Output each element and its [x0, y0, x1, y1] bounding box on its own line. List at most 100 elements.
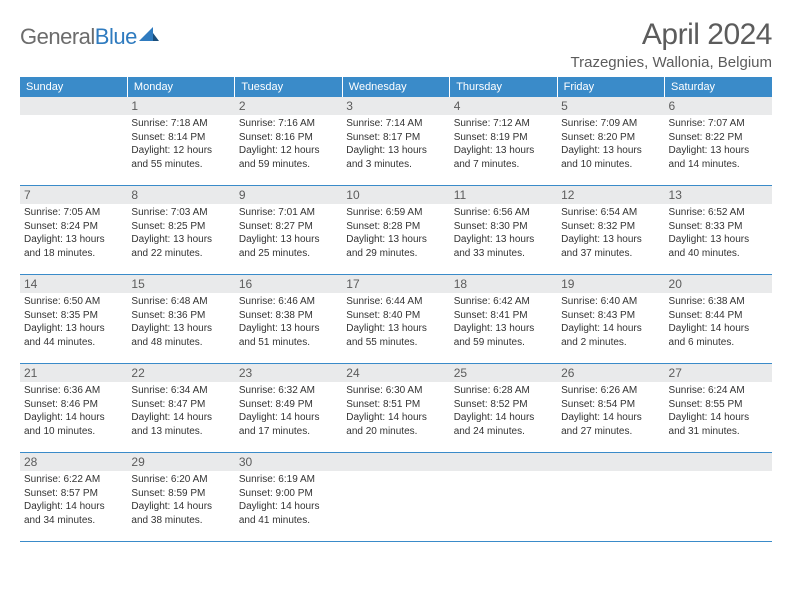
- location: Trazegnies, Wallonia, Belgium: [571, 54, 772, 71]
- weekday-header: Saturday: [665, 77, 772, 97]
- day-cell: 26Sunrise: 6:26 AMSunset: 8:54 PMDayligh…: [557, 364, 664, 453]
- day-body: Sunrise: 7:07 AMSunset: 8:22 PMDaylight:…: [669, 117, 768, 171]
- week-row: 21Sunrise: 6:36 AMSunset: 8:46 PMDayligh…: [20, 364, 772, 453]
- daylight-text: Daylight: 14 hours and 27 minutes.: [561, 411, 660, 438]
- day-cell: 7Sunrise: 7:05 AMSunset: 8:24 PMDaylight…: [20, 186, 127, 275]
- header: GeneralBlue April 2024 Trazegnies, Wallo…: [20, 18, 772, 71]
- day-cell: 13Sunrise: 6:52 AMSunset: 8:33 PMDayligh…: [665, 186, 772, 275]
- weekday-header: Sunday: [20, 77, 127, 97]
- sunset-text: Sunset: 8:55 PM: [669, 398, 768, 412]
- sunset-text: Sunset: 8:20 PM: [561, 131, 660, 145]
- sunset-text: Sunset: 8:14 PM: [131, 131, 230, 145]
- sunset-text: Sunset: 8:35 PM: [24, 309, 123, 323]
- day-number: 20: [665, 275, 772, 293]
- sunset-text: Sunset: 8:19 PM: [454, 131, 553, 145]
- week-row: 28Sunrise: 6:22 AMSunset: 8:57 PMDayligh…: [20, 453, 772, 542]
- day-number: 16: [235, 275, 342, 293]
- sunset-text: Sunset: 9:00 PM: [239, 487, 338, 501]
- day-cell: 8 Sunrise: 7:03 AMSunset: 8:25 PMDaylight…: [127, 186, 234, 275]
- day-number: 8: [127, 186, 234, 204]
- daylight-text: Daylight: 13 hours and 55 minutes.: [346, 322, 445, 349]
- day-number: 4: [450, 97, 557, 115]
- day-body: Sunrise: 6:28 AMSunset: 8:52 PMDaylight:…: [454, 384, 553, 438]
- day-body: Sunrise: 6:42 AMSunset: 8:41 PMDaylight:…: [454, 295, 553, 349]
- daylight-text: Daylight: 13 hours and 25 minutes.: [239, 233, 338, 260]
- sunrise-text: Sunrise: 6:40 AM: [561, 295, 660, 309]
- day-body: Sunrise: 6:32 AMSunset: 8:49 PMDaylight:…: [239, 384, 338, 438]
- sunset-text: Sunset: 8:52 PM: [454, 398, 553, 412]
- weekday-header-row: Sunday Monday Tuesday Wednesday Thursday…: [20, 77, 772, 97]
- day-cell: 9Sunrise: 7:01 AMSunset: 8:27 PMDaylight…: [235, 186, 342, 275]
- sunset-text: Sunset: 8:32 PM: [561, 220, 660, 234]
- sunrise-text: Sunrise: 6:46 AM: [239, 295, 338, 309]
- sunrise-text: Sunrise: 7:09 AM: [561, 117, 660, 131]
- sunset-text: Sunset: 8:59 PM: [131, 487, 230, 501]
- day-body: Sunrise: 6:24 AMSunset: 8:55 PMDaylight:…: [669, 384, 768, 438]
- day-number: 22: [127, 364, 234, 382]
- day-cell: 18Sunrise: 6:42 AMSunset: 8:41 PMDayligh…: [450, 275, 557, 364]
- daylight-text: Daylight: 14 hours and 24 minutes.: [454, 411, 553, 438]
- day-cell: 6Sunrise: 7:07 AMSunset: 8:22 PMDaylight…: [665, 97, 772, 186]
- sunrise-text: Sunrise: 7:05 AM: [24, 206, 123, 220]
- day-number-empty: [20, 97, 127, 115]
- sunrise-text: Sunrise: 6:36 AM: [24, 384, 123, 398]
- day-number-empty: [342, 453, 449, 471]
- day-body: Sunrise: 7:16 AMSunset: 8:16 PMDaylight:…: [239, 117, 338, 171]
- sunset-text: Sunset: 8:30 PM: [454, 220, 553, 234]
- sunrise-text: Sunrise: 6:54 AM: [561, 206, 660, 220]
- sunset-text: Sunset: 8:38 PM: [239, 309, 338, 323]
- logo-text-gray: General: [20, 24, 95, 50]
- sunset-text: Sunset: 8:17 PM: [346, 131, 445, 145]
- calendar-body: 1Sunrise: 7:18 AMSunset: 8:14 PMDaylight…: [20, 97, 772, 542]
- day-number: 25: [450, 364, 557, 382]
- day-number: 19: [557, 275, 664, 293]
- sunrise-text: Sunrise: 6:20 AM: [131, 473, 230, 487]
- daylight-text: Daylight: 13 hours and 51 minutes.: [239, 322, 338, 349]
- title-block: April 2024 Trazegnies, Wallonia, Belgium: [571, 18, 772, 71]
- sunrise-text: Sunrise: 7:03 AM: [131, 206, 230, 220]
- day-number: 17: [342, 275, 449, 293]
- daylight-text: Daylight: 14 hours and 6 minutes.: [669, 322, 768, 349]
- day-body: Sunrise: 7:03 AMSunset: 8:25 PMDaylight:…: [131, 206, 230, 260]
- week-row: 7Sunrise: 7:05 AMSunset: 8:24 PMDaylight…: [20, 186, 772, 275]
- sunset-text: Sunset: 8:28 PM: [346, 220, 445, 234]
- day-cell: 17Sunrise: 6:44 AMSunset: 8:40 PMDayligh…: [342, 275, 449, 364]
- day-cell: 4 Sunrise: 7:12 AMSunset: 8:19 PMDaylight…: [450, 97, 557, 186]
- day-body: Sunrise: 7:18 AMSunset: 8:14 PMDaylight:…: [131, 117, 230, 171]
- sunset-text: Sunset: 8:16 PM: [239, 131, 338, 145]
- weekday-header: Friday: [557, 77, 664, 97]
- weekday-header: Thursday: [450, 77, 557, 97]
- week-row: 1Sunrise: 7:18 AMSunset: 8:14 PMDaylight…: [20, 97, 772, 186]
- daylight-text: Daylight: 13 hours and 18 minutes.: [24, 233, 123, 260]
- day-cell: 12Sunrise: 6:54 AMSunset: 8:32 PMDayligh…: [557, 186, 664, 275]
- day-cell: 30Sunrise: 6:19 AMSunset: 9:00 PMDayligh…: [235, 453, 342, 542]
- daylight-text: Daylight: 14 hours and 34 minutes.: [24, 500, 123, 527]
- day-number: 11: [450, 186, 557, 204]
- day-cell: 10Sunrise: 6:59 AMSunset: 8:28 PMDayligh…: [342, 186, 449, 275]
- sunrise-text: Sunrise: 7:12 AM: [454, 117, 553, 131]
- daylight-text: Daylight: 13 hours and 44 minutes.: [24, 322, 123, 349]
- month-title: April 2024: [571, 18, 772, 52]
- sunrise-text: Sunrise: 6:28 AM: [454, 384, 553, 398]
- day-number: 15: [127, 275, 234, 293]
- daylight-text: Daylight: 12 hours and 59 minutes.: [239, 144, 338, 171]
- week-row: 14Sunrise: 6:50 AMSunset: 8:35 PMDayligh…: [20, 275, 772, 364]
- sunset-text: Sunset: 8:44 PM: [669, 309, 768, 323]
- day-number: 13: [665, 186, 772, 204]
- day-cell: 20Sunrise: 6:38 AMSunset: 8:44 PMDayligh…: [665, 275, 772, 364]
- daylight-text: Daylight: 14 hours and 41 minutes.: [239, 500, 338, 527]
- day-body: Sunrise: 6:54 AMSunset: 8:32 PMDaylight:…: [561, 206, 660, 260]
- day-number: 5: [557, 97, 664, 115]
- day-number: 28: [20, 453, 127, 471]
- day-body: Sunrise: 6:59 AMSunset: 8:28 PMDaylight:…: [346, 206, 445, 260]
- sunrise-text: Sunrise: 6:44 AM: [346, 295, 445, 309]
- sunrise-text: Sunrise: 6:52 AM: [669, 206, 768, 220]
- day-cell: 16 Sunrise: 6:46 AMSunset: 8:38 PMDayligh…: [235, 275, 342, 364]
- sunset-text: Sunset: 8:33 PM: [669, 220, 768, 234]
- day-body: Sunrise: 7:12 AMSunset: 8:19 PMDaylight:…: [454, 117, 553, 171]
- sunset-text: Sunset: 8:22 PM: [669, 131, 768, 145]
- sunrise-text: Sunrise: 7:01 AM: [239, 206, 338, 220]
- day-cell: 1Sunrise: 7:18 AMSunset: 8:14 PMDaylight…: [127, 97, 234, 186]
- logo-text-blue: Blue: [95, 24, 137, 50]
- sunrise-text: Sunrise: 7:16 AM: [239, 117, 338, 131]
